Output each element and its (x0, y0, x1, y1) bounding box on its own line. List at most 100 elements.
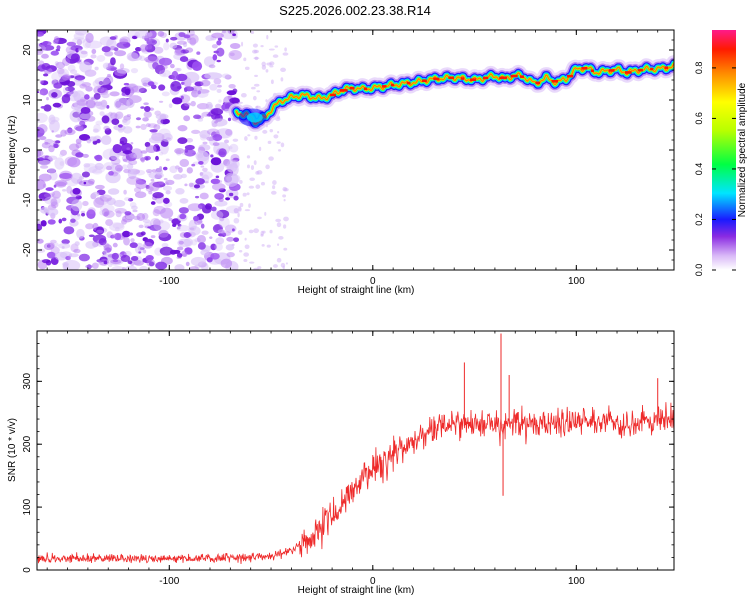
noise-blob (76, 38, 83, 46)
colorbar-ticks: 0.0 0.2 0.4 0.6 0.8 (694, 62, 736, 277)
colorbar-tick-label: 0.4 (694, 163, 704, 176)
noise-blob (176, 226, 181, 230)
noise-blob (73, 90, 86, 103)
noise-blob (239, 179, 243, 184)
noise-blob (94, 196, 109, 206)
ridge-peak (460, 77, 465, 80)
noise-blob (37, 179, 46, 190)
noise-blob (269, 128, 274, 133)
noise-blob (269, 229, 273, 234)
noise-blob (246, 164, 250, 169)
noise-blob (131, 205, 138, 210)
noise-blob (183, 232, 191, 238)
noise-blob (139, 157, 146, 162)
noise-blob (278, 236, 284, 240)
noise-blob (254, 74, 258, 78)
noise-blob (165, 182, 169, 186)
noise-blob (107, 73, 112, 78)
noise-blob (270, 79, 274, 85)
spectrogram-x-tick-label: -100 (159, 276, 179, 287)
snr-frame (36, 330, 675, 571)
noise-blob (124, 265, 138, 270)
noise-blob (123, 115, 131, 121)
noise-blob (278, 149, 281, 152)
noise-blob (152, 62, 159, 70)
noise-blob (86, 138, 92, 144)
noise-blob (139, 55, 146, 62)
ridge-peak (510, 74, 518, 78)
noise-blob (274, 45, 279, 48)
noise-blob (40, 106, 46, 109)
noise-blob (98, 238, 107, 246)
noise-blob (282, 194, 287, 198)
noise-blob (229, 97, 240, 104)
noise-blob (244, 237, 247, 241)
noise-blob (228, 49, 242, 60)
noise-blob (37, 123, 48, 134)
noise-blob (59, 153, 64, 158)
ridge-peak (535, 81, 541, 85)
noise-blob (68, 253, 79, 258)
noise-blob (99, 194, 112, 202)
noise-blob (210, 108, 224, 116)
noise-blob (50, 191, 56, 196)
noise-blob (247, 134, 251, 137)
noise-blob (52, 140, 56, 143)
noise-blob (72, 37, 86, 44)
noise-blob (213, 78, 222, 85)
noise-blob (150, 201, 156, 205)
noise-blobs (37, 30, 289, 270)
noise-blob (107, 188, 120, 195)
noise-blob (226, 251, 235, 258)
noise-blob (224, 139, 230, 144)
noise-blob (193, 184, 201, 189)
noise-blob (145, 156, 149, 161)
noise-blob (94, 66, 99, 71)
noise-blob (266, 244, 271, 248)
noise-blob (162, 185, 173, 191)
noise-blob (228, 143, 239, 153)
noise-blob (41, 44, 55, 51)
ridge-peak (330, 93, 336, 97)
noise-blob (58, 218, 63, 224)
noise-blob (202, 141, 208, 145)
noise-blob (62, 86, 69, 94)
noise-blob (200, 79, 211, 87)
colorbar-tick-label: 0.0 (694, 264, 704, 277)
noise-blob (130, 67, 139, 74)
noise-blob (77, 50, 88, 58)
noise-blob (280, 67, 286, 72)
noise-blob (45, 187, 54, 191)
noise-blob (145, 184, 150, 189)
noise-blob (155, 167, 163, 176)
noise-blob (162, 166, 168, 171)
noise-blob (178, 240, 184, 245)
noise-blob (96, 229, 104, 234)
noise-blob (37, 157, 45, 162)
noise-blob (140, 123, 147, 131)
noise-blob (43, 104, 52, 112)
noise-blob (177, 137, 188, 144)
noise-blob (41, 142, 51, 149)
noise-blob (151, 169, 157, 173)
noise-blob (215, 237, 225, 245)
noise-blob (177, 125, 188, 132)
noise-blob (85, 86, 93, 92)
noise-blob (37, 149, 44, 157)
noise-blob (218, 99, 222, 103)
noise-blob (85, 99, 96, 109)
noise-blob (37, 223, 43, 231)
noise-blob (114, 164, 124, 172)
noise-blob (180, 95, 184, 100)
noise-blob (51, 130, 54, 133)
noise-blob (48, 145, 55, 153)
ridge-peak (608, 69, 615, 72)
noise-blob (229, 42, 241, 49)
ridge-peak (625, 71, 632, 74)
noise-blob (283, 198, 286, 202)
noise-blob (214, 192, 225, 200)
noise-blob (144, 43, 153, 50)
noise-blob (129, 232, 133, 236)
noise-blob (66, 41, 77, 47)
noise-blob (127, 197, 134, 202)
